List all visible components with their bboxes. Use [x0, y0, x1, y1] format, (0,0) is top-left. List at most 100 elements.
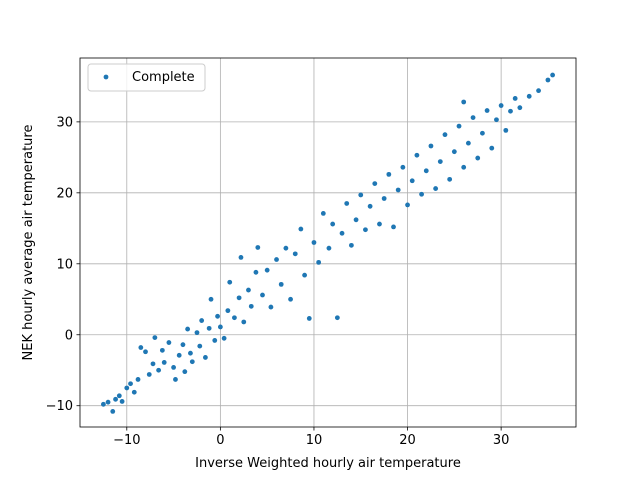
legend-label: Complete	[132, 70, 195, 85]
legend: Complete	[87, 63, 206, 92]
scatter-point	[246, 287, 251, 293]
y-tick-label: 30	[56, 115, 73, 130]
y-axis-title: NEK hourly average air temperature	[21, 125, 36, 361]
scatter-point	[512, 96, 518, 101]
scatter-point	[182, 369, 188, 375]
scatter-point	[437, 159, 443, 165]
y-tick-label: 10	[56, 257, 73, 272]
scatter-point	[334, 315, 340, 321]
scatter-point	[311, 240, 317, 245]
x-tick-label: 0	[216, 433, 224, 448]
scatter-point	[353, 217, 359, 223]
scatter-point	[138, 345, 144, 350]
scatter-point	[241, 319, 247, 325]
scatter-point	[248, 303, 254, 309]
scatter-point	[176, 352, 182, 358]
scatter-point	[484, 108, 490, 113]
scatter-point	[288, 296, 293, 302]
scatter-point	[414, 152, 420, 158]
x-tick-label: −10	[113, 433, 140, 448]
scatter-point	[405, 202, 410, 208]
scatter-point	[131, 389, 137, 395]
scatter-point	[302, 272, 308, 278]
scatter-point	[278, 281, 284, 287]
scatter-point	[232, 315, 237, 321]
scatter-point	[326, 245, 332, 251]
scatter-point	[391, 224, 396, 230]
scatter-point	[503, 127, 509, 133]
x-tick-label: 20	[399, 433, 416, 448]
scatter-point	[400, 164, 406, 170]
legend-marker	[103, 74, 109, 80]
scatter-point	[344, 201, 350, 206]
scatter-point	[255, 245, 261, 250]
scatter-point	[166, 340, 172, 345]
x-tick-label: 30	[493, 433, 510, 448]
scatter-point	[508, 108, 513, 114]
x-tick-label: 10	[306, 433, 323, 448]
scatter-point	[128, 381, 133, 387]
scatter-point	[348, 242, 354, 248]
scatter-point	[545, 77, 551, 83]
scatter-point	[339, 230, 345, 236]
scatter-point	[489, 145, 495, 151]
scatter-point	[498, 103, 504, 108]
scatter-point	[363, 227, 368, 233]
scatter-point	[433, 186, 439, 191]
scatter-point	[419, 191, 424, 197]
scatter-point	[386, 171, 392, 177]
scatter-point	[227, 279, 233, 285]
axis-ticks: −10 0 10 20 30 −10 0 10 20 30	[46, 115, 510, 448]
y-tick-label: 0	[65, 328, 73, 343]
scatter-point	[110, 408, 116, 414]
scatter-point	[208, 296, 214, 302]
scatter-point	[116, 393, 122, 399]
scatter-point	[480, 130, 485, 136]
scatter-point	[550, 72, 556, 78]
scatter-point	[306, 316, 312, 321]
scatter-point	[217, 324, 223, 330]
scatter-point	[135, 377, 141, 382]
scatter-point	[377, 221, 382, 227]
scatter-point	[188, 350, 193, 356]
scatter-point	[173, 377, 178, 382]
scatter-point	[185, 326, 191, 332]
scatter-point	[206, 325, 212, 331]
scatter-point	[283, 245, 289, 251]
legend-box	[87, 63, 206, 92]
scatter-point	[367, 203, 373, 209]
scatter-point	[119, 399, 125, 404]
scatter-point	[150, 361, 156, 367]
scatter-point	[447, 176, 453, 182]
scatter-point	[260, 292, 265, 298]
scatter-point	[358, 192, 364, 198]
scatter-point	[180, 342, 186, 348]
scatter-point	[494, 117, 499, 123]
scatter-point	[113, 396, 118, 402]
scatter-point	[381, 196, 387, 201]
scatter-point	[199, 318, 205, 323]
scatter-point	[330, 221, 336, 227]
scatter-point	[225, 308, 231, 314]
scatter-point	[105, 399, 111, 405]
scatter-point	[298, 226, 304, 232]
scatter-point	[146, 372, 152, 377]
scatter-point	[189, 359, 195, 365]
scatter-point	[197, 343, 203, 349]
scatter-point	[292, 251, 298, 257]
scatter-point	[161, 360, 167, 365]
x-axis-title: Inverse Weighted hourly air temperature	[195, 456, 461, 471]
scatter-point	[124, 385, 130, 391]
scatter-point	[320, 211, 326, 216]
scatter-point	[156, 367, 162, 373]
scatter-point	[526, 93, 532, 99]
scatter-point	[159, 347, 165, 353]
scatter-point	[465, 140, 471, 146]
y-tick-label: 20	[56, 186, 73, 201]
scatter-point	[274, 257, 279, 262]
scatter-point	[372, 181, 378, 187]
y-tick-label: −10	[46, 399, 73, 414]
scatter-point	[470, 115, 476, 121]
scatter-point	[152, 335, 158, 340]
